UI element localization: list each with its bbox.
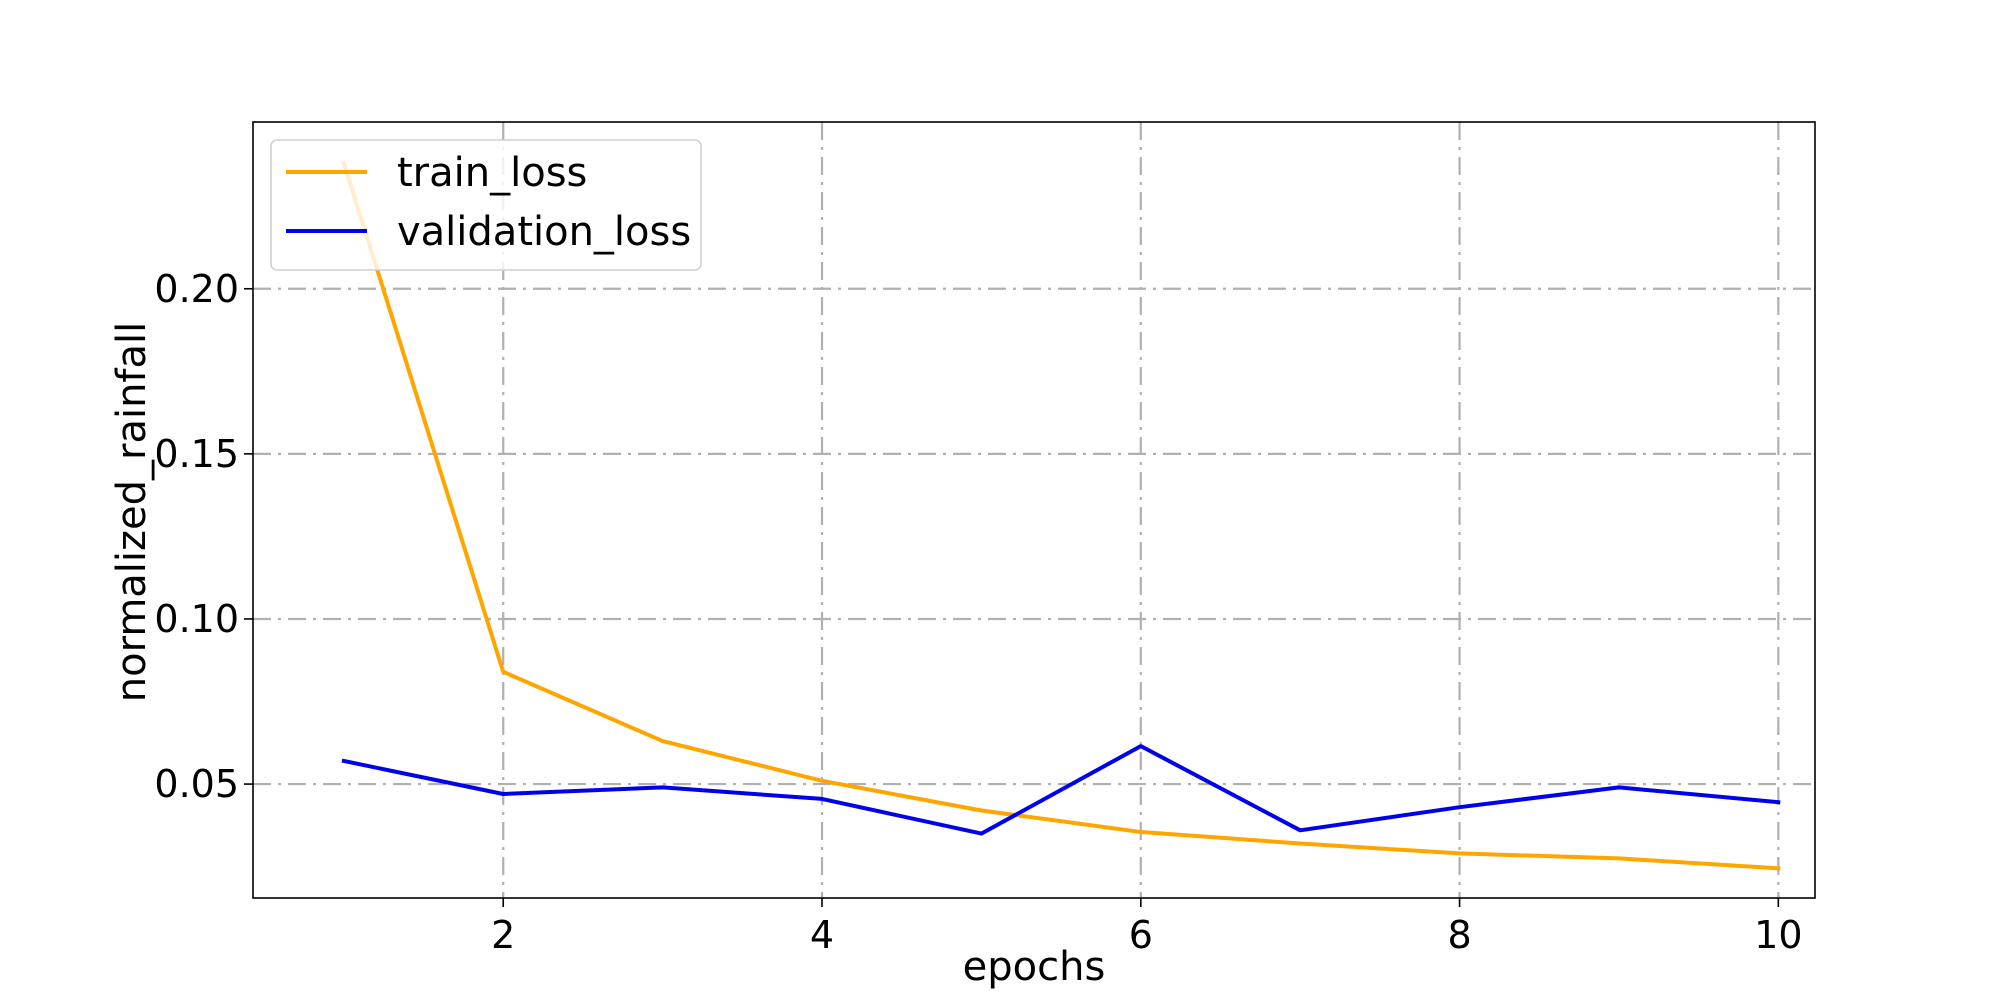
legend-label-train-loss: train_loss bbox=[397, 150, 587, 196]
legend-label-validation-loss: validation_loss bbox=[397, 209, 691, 255]
series-line-train-loss bbox=[341, 160, 1781, 871]
plot-frame bbox=[252, 121, 1816, 899]
series-lines bbox=[341, 160, 1781, 871]
legend: train_loss validation_loss bbox=[270, 139, 702, 271]
y-tick-label: 0.20 bbox=[154, 267, 239, 311]
x-tick-label: 6 bbox=[1129, 913, 1153, 957]
grid-lines bbox=[253, 122, 1815, 898]
x-tick-label: 2 bbox=[491, 913, 515, 957]
y-tick-label: 0.10 bbox=[154, 597, 239, 641]
y-tick-label: 0.15 bbox=[154, 432, 239, 476]
x-tick-label: 8 bbox=[1447, 913, 1471, 957]
y-axis-label: normalized_rainfall bbox=[109, 322, 155, 703]
x-tick-label: 4 bbox=[810, 913, 834, 957]
x-axis-label: epochs bbox=[963, 944, 1106, 990]
series-line-validation-loss bbox=[341, 744, 1781, 836]
x-axis-ticks: 2 4 6 8 10 bbox=[491, 898, 1803, 957]
y-axis-ticks: 0.05 0.10 0.15 0.20 bbox=[154, 267, 253, 806]
legend-box bbox=[270, 139, 702, 271]
x-tick-label: 10 bbox=[1754, 913, 1802, 957]
y-tick-label: 0.05 bbox=[154, 762, 239, 806]
